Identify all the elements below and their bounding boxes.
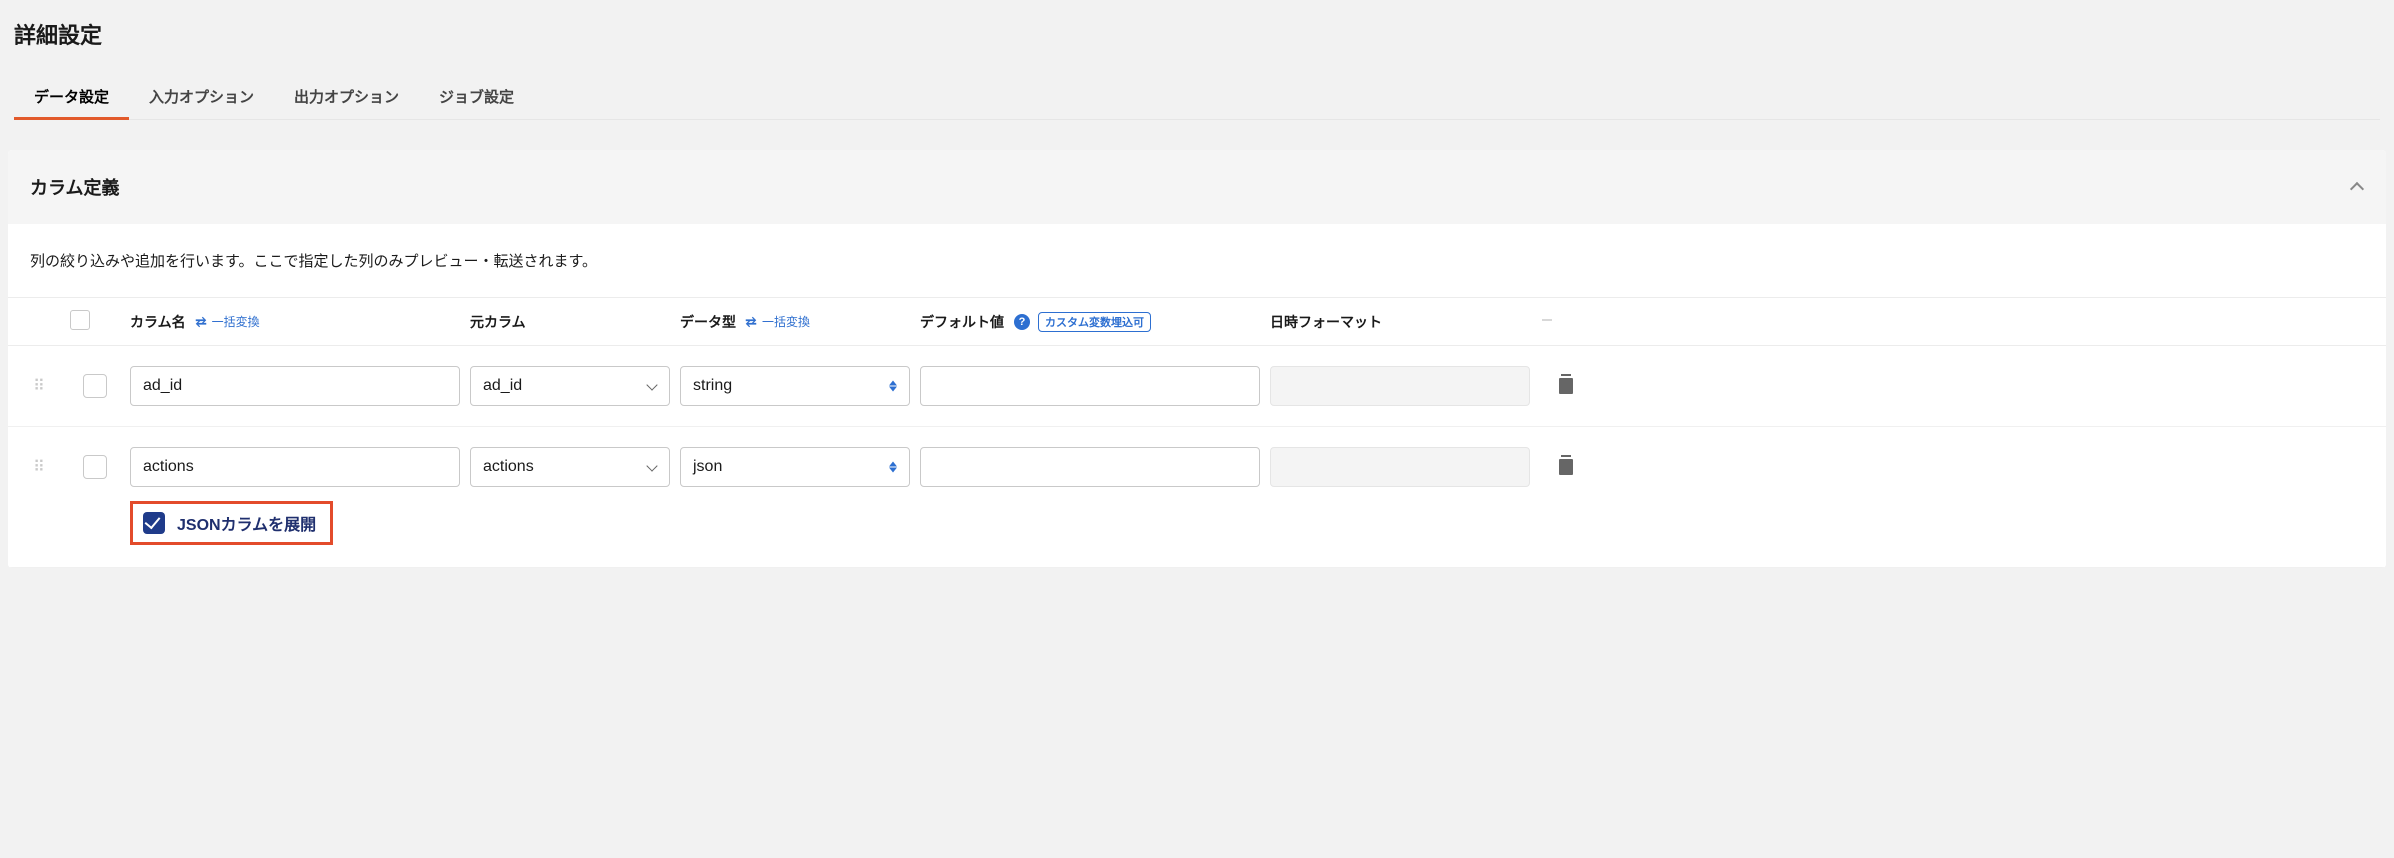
json-expand-checkbox[interactable] [143,512,165,534]
help-icon[interactable]: ? [1014,314,1030,330]
swap-icon [194,315,208,329]
bulk-convert-type[interactable]: 一括変換 [744,313,810,330]
row-checkbox[interactable] [83,374,107,398]
bulk-convert-name[interactable]: 一括変換 [194,313,260,330]
sort-arrows-icon [889,462,897,473]
custom-var-badge: カスタム変数埋込可 [1038,312,1151,332]
table-row: ⠿ actions actions json [8,427,2386,497]
tab-data-settings[interactable]: データ設定 [14,74,129,119]
default-value-input[interactable] [920,447,1260,487]
drag-handle-icon[interactable]: ⠿ [33,376,47,396]
data-type-select[interactable]: json [680,447,910,487]
swap-icon [744,315,758,329]
source-column-select[interactable]: actions [470,447,670,487]
tabs-bar: データ設定 入力オプション 出力オプション ジョブ設定 [14,74,2380,120]
chevron-down-icon [647,381,657,391]
page-title: 詳細設定 [14,18,2380,50]
col-header-datetime: 日時フォーマット [1270,312,1530,332]
panel-description: 列の絞り込みや追加を行います。ここで指定した列のみプレビュー・転送されます。 [8,224,2386,298]
default-value-input[interactable] [920,366,1260,406]
json-expand-subrow: JSONカラムを展開 [8,497,2386,568]
col-header-name: カラム名 一括変換 [130,312,460,332]
column-definition-panel: カラム定義 列の絞り込みや追加を行います。ここで指定した列のみプレビュー・転送さ… [8,150,2386,568]
sort-arrows-icon [889,381,897,392]
json-expand-highlight: JSONカラムを展開 [130,501,333,545]
table-header: カラム名 一括変換 元カラム データ型 一括変換 [8,298,2386,346]
trash-icon [1559,378,1573,394]
chevron-up-icon [2350,180,2364,194]
col-header-type: データ型 一括変換 [680,312,910,332]
json-expand-label: JSONカラムを展開 [177,511,316,535]
trash-icon [1559,459,1573,475]
source-column-select[interactable]: ad_id [470,366,670,406]
drag-handle-icon[interactable]: ⠿ [33,457,47,477]
datetime-format-input [1270,366,1530,406]
panel-header[interactable]: カラム定義 [8,150,2386,224]
column-name-input[interactable]: ad_id [130,366,460,406]
column-name-input[interactable]: actions [130,447,460,487]
datetime-format-input [1270,447,1530,487]
tab-output-options[interactable]: 出力オプション [274,74,419,119]
col-header-source: 元カラム [470,312,670,332]
select-all-checkbox[interactable] [70,310,90,330]
row-checkbox[interactable] [83,455,107,479]
delete-row-button[interactable] [1552,372,1580,400]
panel-title: カラム定義 [30,174,119,200]
tab-input-options[interactable]: 入力オプション [129,74,274,119]
data-type-select[interactable]: string [680,366,910,406]
col-header-default: デフォルト値 ? カスタム変数埋込可 [920,312,1260,332]
delete-row-button[interactable] [1552,453,1580,481]
table-row: ⠿ ad_id ad_id string [8,346,2386,427]
chevron-down-icon [647,462,657,472]
tab-job-settings[interactable]: ジョブ設定 [419,74,534,119]
